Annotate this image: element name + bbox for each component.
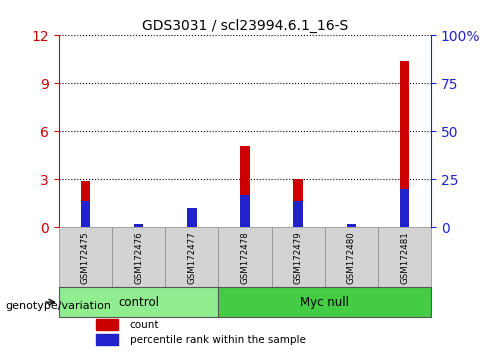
Text: GSM172475: GSM172475 <box>81 231 90 284</box>
Bar <box>294 179 303 227</box>
FancyBboxPatch shape <box>219 227 271 287</box>
Bar <box>294 201 303 227</box>
Text: GSM172481: GSM172481 <box>400 231 409 284</box>
Bar <box>81 181 90 227</box>
Bar <box>81 201 90 227</box>
Text: control: control <box>118 296 159 309</box>
Text: GSM172477: GSM172477 <box>187 231 196 284</box>
Text: percentile rank within the sample: percentile rank within the sample <box>129 335 305 345</box>
Text: GSM172479: GSM172479 <box>294 231 303 284</box>
Text: GSM172478: GSM172478 <box>241 231 249 284</box>
FancyBboxPatch shape <box>59 227 112 287</box>
Bar <box>134 224 144 227</box>
Bar <box>187 208 196 227</box>
Bar <box>96 334 119 346</box>
Bar <box>96 319 119 331</box>
FancyBboxPatch shape <box>378 227 431 287</box>
Bar <box>187 217 196 227</box>
Text: Myc null: Myc null <box>300 296 349 309</box>
Bar <box>240 146 250 227</box>
FancyBboxPatch shape <box>59 287 219 317</box>
FancyBboxPatch shape <box>165 227 219 287</box>
Text: GSM172476: GSM172476 <box>134 231 143 284</box>
Bar <box>346 224 356 227</box>
FancyBboxPatch shape <box>219 287 431 317</box>
FancyBboxPatch shape <box>271 227 325 287</box>
Bar <box>240 195 250 227</box>
Title: GDS3031 / scl23994.6.1_16-S: GDS3031 / scl23994.6.1_16-S <box>142 19 348 33</box>
Text: GSM172480: GSM172480 <box>347 231 356 284</box>
Text: count: count <box>129 320 159 330</box>
FancyBboxPatch shape <box>325 227 378 287</box>
FancyBboxPatch shape <box>112 227 165 287</box>
Text: genotype/variation: genotype/variation <box>5 301 111 311</box>
Bar <box>400 61 409 227</box>
Bar <box>400 189 409 227</box>
